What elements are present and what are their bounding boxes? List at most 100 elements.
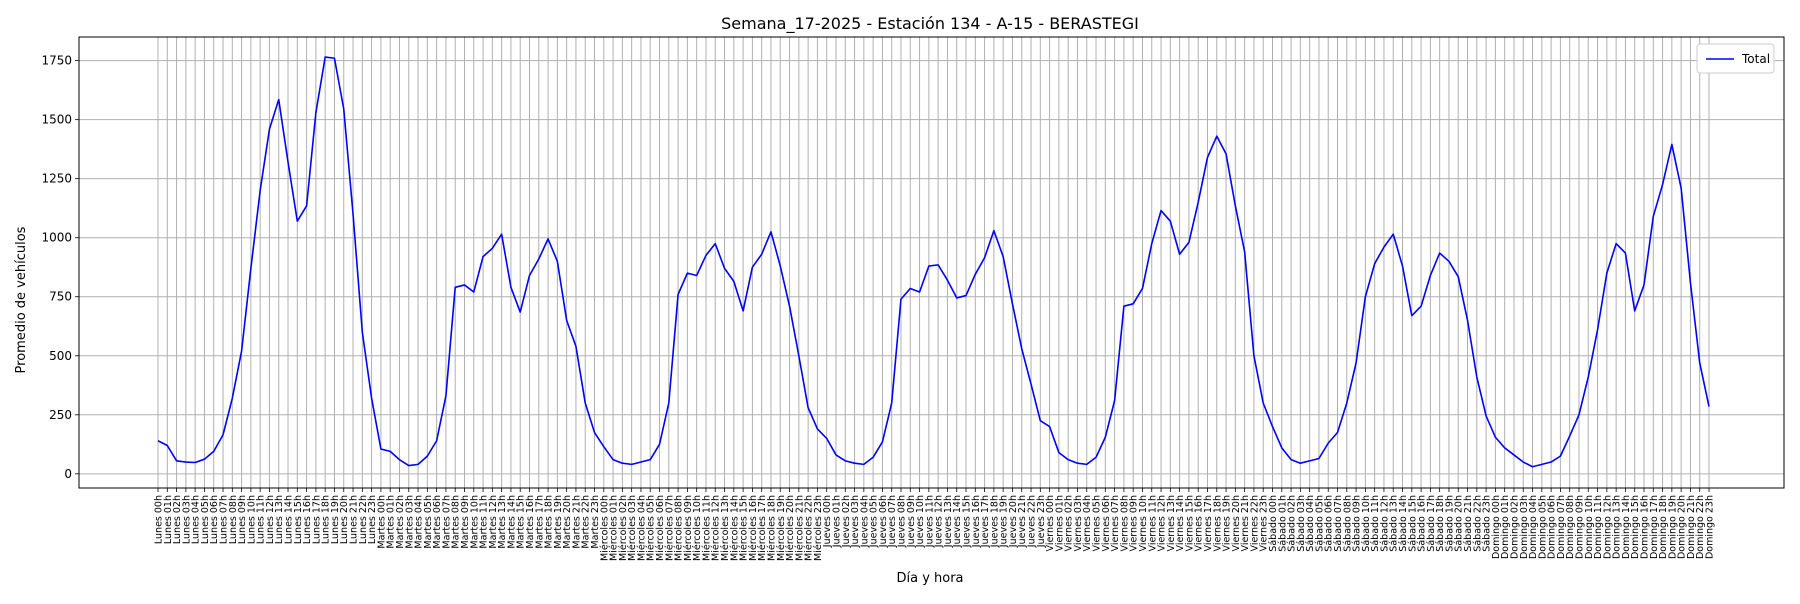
x-tick-label: Lunes 14h (284, 495, 295, 544)
x-tick-label: Martes 05h (423, 495, 434, 549)
plot-frame (78, 36, 1785, 489)
x-tick-label: Viernes 19h (1222, 495, 1233, 551)
x-tick-label: Domingo 22h (1695, 495, 1706, 559)
x-tick-label: Jueves 06h (878, 495, 889, 548)
x-tick-label: Sábado 00h (1268, 495, 1279, 552)
x-tick-label: Martes 19h (553, 495, 564, 549)
x-tick-label: Lunes 16h (302, 495, 313, 544)
x-tick-label: Jueves 10h (915, 495, 926, 548)
x-tick-label: Miércoles 21h (794, 495, 805, 561)
x-tick-label: Viernes 15h (1184, 495, 1195, 551)
x-tick-label: Lunes 08h (228, 495, 239, 544)
x-tick-label: Jueves 19h (999, 495, 1010, 548)
x-tick-label: Domingo 17h (1649, 495, 1660, 559)
x-tick-label: Domingo 13h (1612, 495, 1623, 559)
x-tick-label: Viernes 00h (1045, 495, 1056, 551)
x-tick-label: Martes 11h (479, 495, 490, 549)
x-tick-label: Martes 13h (497, 495, 508, 549)
x-tick-label: Viernes 10h (1138, 495, 1149, 551)
x-tick-label: Viernes 05h (1092, 495, 1103, 551)
x-tick-label: Lunes 03h (181, 495, 192, 544)
y-tick-label: 1000 (41, 231, 72, 245)
x-tick-label: Sábado 23h (1482, 495, 1493, 552)
x-tick-label: Sábado 14h (1398, 495, 1409, 552)
x-tick-label: Miércoles 06h (655, 495, 666, 561)
x-tick-label: Viernes 08h (1119, 495, 1130, 551)
x-tick-label: Miércoles 02h (618, 495, 629, 561)
x-tick-label: Lunes 23h (367, 495, 378, 544)
x-tick-label: Viernes 02h (1064, 495, 1075, 551)
x-tick-label: Miércoles 09h (683, 495, 694, 561)
x-tick-label: Miércoles 00h (599, 495, 610, 561)
x-tick-label: Domingo 00h (1491, 495, 1502, 559)
x-tick-label: Domingo 08h (1565, 495, 1576, 559)
x-tick-label: Martes 01h (386, 495, 397, 549)
legend-box (1696, 43, 1775, 74)
x-tick-label: Domingo 16h (1639, 495, 1650, 559)
x-tick-label: Domingo 21h (1686, 495, 1697, 559)
x-tick-label: Viernes 18h (1212, 495, 1223, 551)
chart-title: Semana_17-2025 - Estación 134 - A-15 - B… (721, 14, 1139, 34)
x-tick-label: Viernes 12h (1157, 495, 1168, 551)
x-tick-label: Sábado 12h (1379, 495, 1390, 552)
x-tick-label: Jueves 07h (887, 495, 898, 548)
x-tick-label: Lunes 01h (163, 495, 174, 544)
x-tick-label: Sábado 07h (1333, 495, 1344, 552)
x-tick-label: Sábado 19h (1444, 495, 1455, 552)
y-tick-label: 1750 (41, 54, 72, 68)
x-tick-label: Lunes 13h (274, 495, 285, 544)
x-tick-label: Lunes 02h (172, 495, 183, 544)
legend-label: Total (1741, 52, 1770, 66)
x-tick-label: Viernes 06h (1101, 495, 1112, 551)
x-tick-label: Jueves 03h (850, 495, 861, 548)
x-tick-label: Domingo 10h (1584, 495, 1595, 559)
x-tick-label: Lunes 15h (293, 495, 304, 544)
x-tick-label: Jueves 13h (943, 495, 954, 548)
x-tick-label: Jueves 02h (841, 495, 852, 548)
x-tick-label: Domingo 09h (1574, 495, 1585, 559)
x-tick-label: Martes 06h (432, 495, 443, 549)
x-axis-label: Día y hora (896, 571, 963, 586)
x-tick-label: Domingo 12h (1602, 495, 1613, 559)
x-tick-label: Martes 15h (516, 495, 527, 549)
x-tick-label: Martes 18h (544, 495, 555, 549)
x-tick-label: Jueves 18h (989, 495, 1000, 548)
x-tick-label: Jueves 09h (906, 495, 917, 548)
x-tick-label: Miércoles 12h (711, 495, 722, 561)
x-tick-label: Domingo 05h (1537, 495, 1548, 559)
x-tick-label: Lunes 12h (265, 495, 276, 544)
x-tick-label: Viernes 07h (1110, 495, 1121, 551)
x-tick-label: Sábado 22h (1472, 495, 1483, 552)
x-tick-label: Domingo 19h (1667, 495, 1678, 559)
x-tick-label: Miércoles 16h (748, 495, 759, 561)
x-tick-label: Miércoles 14h (729, 495, 740, 561)
x-tick-label: Sábado 01h (1277, 495, 1288, 552)
x-tick-label: Sábado 06h (1324, 495, 1335, 552)
x-tick-label: Sábado 03h (1296, 495, 1307, 552)
x-tick-label: Lunes 20h (339, 495, 350, 544)
x-tick-label: Miércoles 03h (627, 495, 638, 561)
x-tick-label: Lunes 00h (154, 495, 165, 544)
x-tick-label: Jueves 23h (1036, 495, 1047, 548)
y-tick-label: 1500 (41, 113, 72, 127)
grid-lines (79, 37, 1784, 488)
x-tick-label: Martes 16h (525, 495, 536, 549)
x-tick-label: Martes 02h (395, 495, 406, 549)
x-tick-label: Sábado 18h (1435, 495, 1446, 552)
x-tick-label: Martes 12h (488, 495, 499, 549)
x-tick-label: Sábado 02h (1287, 495, 1298, 552)
x-tick-label: Domingo 20h (1677, 495, 1688, 559)
x-tick-label: Domingo 03h (1519, 495, 1530, 559)
y-tick-label: 1250 (41, 172, 72, 186)
x-tick-label: Jueves 04h (859, 495, 870, 548)
x-tick-label: Miércoles 05h (646, 495, 657, 561)
x-tick-label: Lunes 04h (191, 495, 202, 544)
x-tick-label: Sábado 08h (1342, 495, 1353, 552)
x-tick-label: Lunes 09h (237, 495, 248, 544)
x-tick-label: Domingo 06h (1547, 495, 1558, 559)
x-tick-label: Miércoles 07h (664, 495, 675, 561)
x-tick-label: Jueves 17h (980, 495, 991, 548)
x-tick-label: Lunes 07h (219, 495, 230, 544)
